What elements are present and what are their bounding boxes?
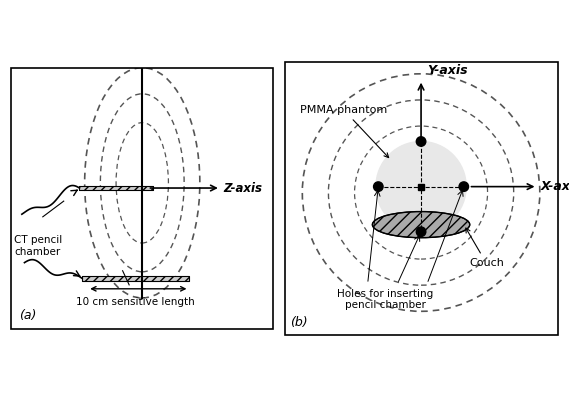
Circle shape	[376, 141, 466, 232]
Text: Y-axis: Y-axis	[427, 64, 468, 77]
Text: (a): (a)	[19, 308, 36, 322]
Circle shape	[459, 182, 468, 191]
Text: CT pencil
chamber: CT pencil chamber	[14, 235, 62, 257]
Bar	[80, 186, 152, 191]
Bar	[80, 186, 152, 191]
Circle shape	[417, 227, 426, 237]
Text: 10 cm sensitive length: 10 cm sensitive length	[76, 297, 195, 306]
Ellipse shape	[372, 212, 470, 238]
Text: Couch: Couch	[466, 228, 504, 268]
Text: (b): (b)	[290, 316, 308, 329]
Circle shape	[417, 137, 426, 146]
Text: Holes for inserting
pencil chamber: Holes for inserting pencil chamber	[337, 289, 434, 310]
Text: PMMA phantom: PMMA phantom	[300, 105, 389, 158]
Text: X-axis: X-axis	[541, 180, 569, 193]
Bar	[82, 276, 189, 281]
Circle shape	[374, 182, 383, 191]
Bar	[82, 276, 189, 281]
Text: Z-axis: Z-axis	[224, 181, 262, 195]
